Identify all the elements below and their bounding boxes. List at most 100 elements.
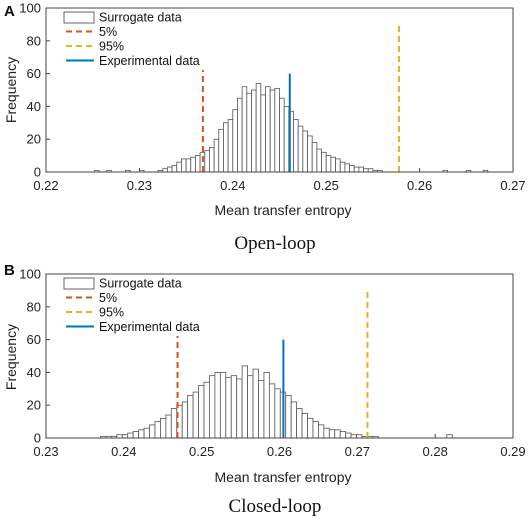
histogram-bar [311, 142, 318, 173]
histogram-bars-b [100, 365, 453, 439]
y-tick-label: 60 [27, 332, 41, 347]
legend-swatch-surrogate [63, 277, 95, 290]
histogram-bar [285, 394, 292, 439]
histogram-bar [252, 368, 259, 439]
histogram-bar [213, 138, 220, 173]
legend-entry: Experimental data [99, 320, 200, 334]
histogram-bar [241, 365, 248, 439]
legend-entry: Experimental data [99, 54, 200, 68]
histogram-bar [214, 371, 221, 439]
x-tick-label: 0.27 [345, 444, 370, 459]
histogram-bar [170, 408, 178, 439]
histogram-bar [293, 119, 299, 173]
histogram-bar [149, 424, 156, 439]
histogram-bar [181, 401, 189, 439]
histogram-bar [190, 156, 196, 173]
panel-letter-b: B [4, 262, 15, 279]
histogram-bar [345, 432, 352, 439]
legend-entry: 5% [99, 291, 117, 305]
y-tick-label: 40 [27, 365, 41, 380]
histogram-bar [247, 375, 254, 439]
histogram-bar [274, 87, 280, 173]
y-tick-label: 20 [27, 132, 41, 147]
histogram-bar [349, 165, 355, 173]
x-tick-label: 0.22 [33, 178, 58, 193]
y-tick-label: 20 [27, 398, 41, 413]
histogram-bar [232, 109, 238, 173]
histogram-bar [203, 381, 210, 439]
histogram-bar [176, 161, 182, 173]
histogram-bar [127, 432, 134, 439]
x-ticks-a: 0.22 0.23 0.24 0.25 0.26 0.27 [33, 168, 526, 193]
histogram-bar [260, 94, 266, 173]
histogram-bar [237, 97, 243, 173]
histogram-bar [290, 401, 298, 439]
legend-entry: 5% [99, 25, 117, 39]
histogram-bar [316, 148, 322, 173]
histogram-bar [307, 135, 313, 173]
y-tick-label: 80 [27, 33, 41, 48]
histogram-bar [328, 429, 336, 439]
histogram-bar [268, 383, 276, 439]
legend-swatch-surrogate [63, 11, 95, 24]
histogram-bar [185, 158, 192, 173]
histogram-bar [296, 408, 303, 439]
histogram-bar [339, 431, 347, 439]
y-ticks-a: 0 20 40 60 80 100 [19, 1, 50, 180]
histogram-bar [269, 89, 276, 173]
legend-entry: Surrogate data [99, 277, 182, 291]
legend-entry: Surrogate data [99, 11, 182, 25]
histogram-bar [312, 421, 319, 439]
histogram-bar [138, 429, 145, 439]
histogram-bar [297, 125, 304, 173]
legend-entry: 95% [99, 40, 124, 54]
histogram-bar [219, 371, 227, 439]
histogram-bar [218, 128, 224, 173]
histogram-bar [154, 421, 161, 439]
histogram-bar [323, 427, 330, 439]
histogram-bar [198, 385, 205, 439]
histogram-bar [339, 161, 346, 173]
x-axis-label-a: Mean transfer entropy [215, 202, 352, 218]
histogram-bar [251, 89, 257, 173]
y-tick-label: 100 [19, 267, 41, 282]
x-tick-label: 0.27 [500, 178, 525, 193]
histogram-bar [132, 431, 140, 439]
histogram-bar [318, 424, 325, 439]
x-tick-label: 0.23 [33, 444, 58, 459]
y-tick-label: 0 [34, 431, 41, 446]
histogram-bars-a [94, 83, 489, 173]
histogram-bar [143, 427, 150, 439]
histogram-bar [181, 158, 187, 173]
x-tick-label: 0.26 [267, 444, 292, 459]
histogram-bar [334, 429, 341, 439]
histogram-bar [230, 375, 238, 439]
histogram-bar [209, 375, 216, 439]
plot-frame-a [45, 7, 514, 173]
x-tick-label: 0.25 [189, 444, 214, 459]
histogram-bar [258, 380, 265, 439]
x-tick-label: 0.25 [314, 178, 339, 193]
x-tick-label: 0.24 [220, 178, 245, 193]
legend-entry: 95% [99, 306, 124, 320]
histogram-bar [301, 412, 308, 439]
histogram-bar [209, 146, 215, 173]
histogram-bar [302, 130, 308, 173]
y-tick-label: 80 [27, 299, 41, 314]
y-tick-label: 100 [19, 1, 41, 16]
histogram-bar [204, 150, 210, 173]
histogram-bar [187, 394, 194, 439]
y-tick-label: 60 [27, 66, 41, 81]
histogram-bar [165, 414, 172, 439]
y-tick-label: 0 [34, 165, 41, 180]
histogram-bar [167, 166, 173, 173]
x-tick-label: 0.26 [407, 178, 432, 193]
histogram-bar [274, 388, 281, 439]
histogram-bar [265, 86, 271, 173]
histogram-bar [263, 371, 270, 439]
caption-b: Closed-loop [229, 496, 322, 517]
y-axis-label-a: Frequency [3, 57, 19, 123]
panel-letter-a: A [4, 3, 15, 20]
